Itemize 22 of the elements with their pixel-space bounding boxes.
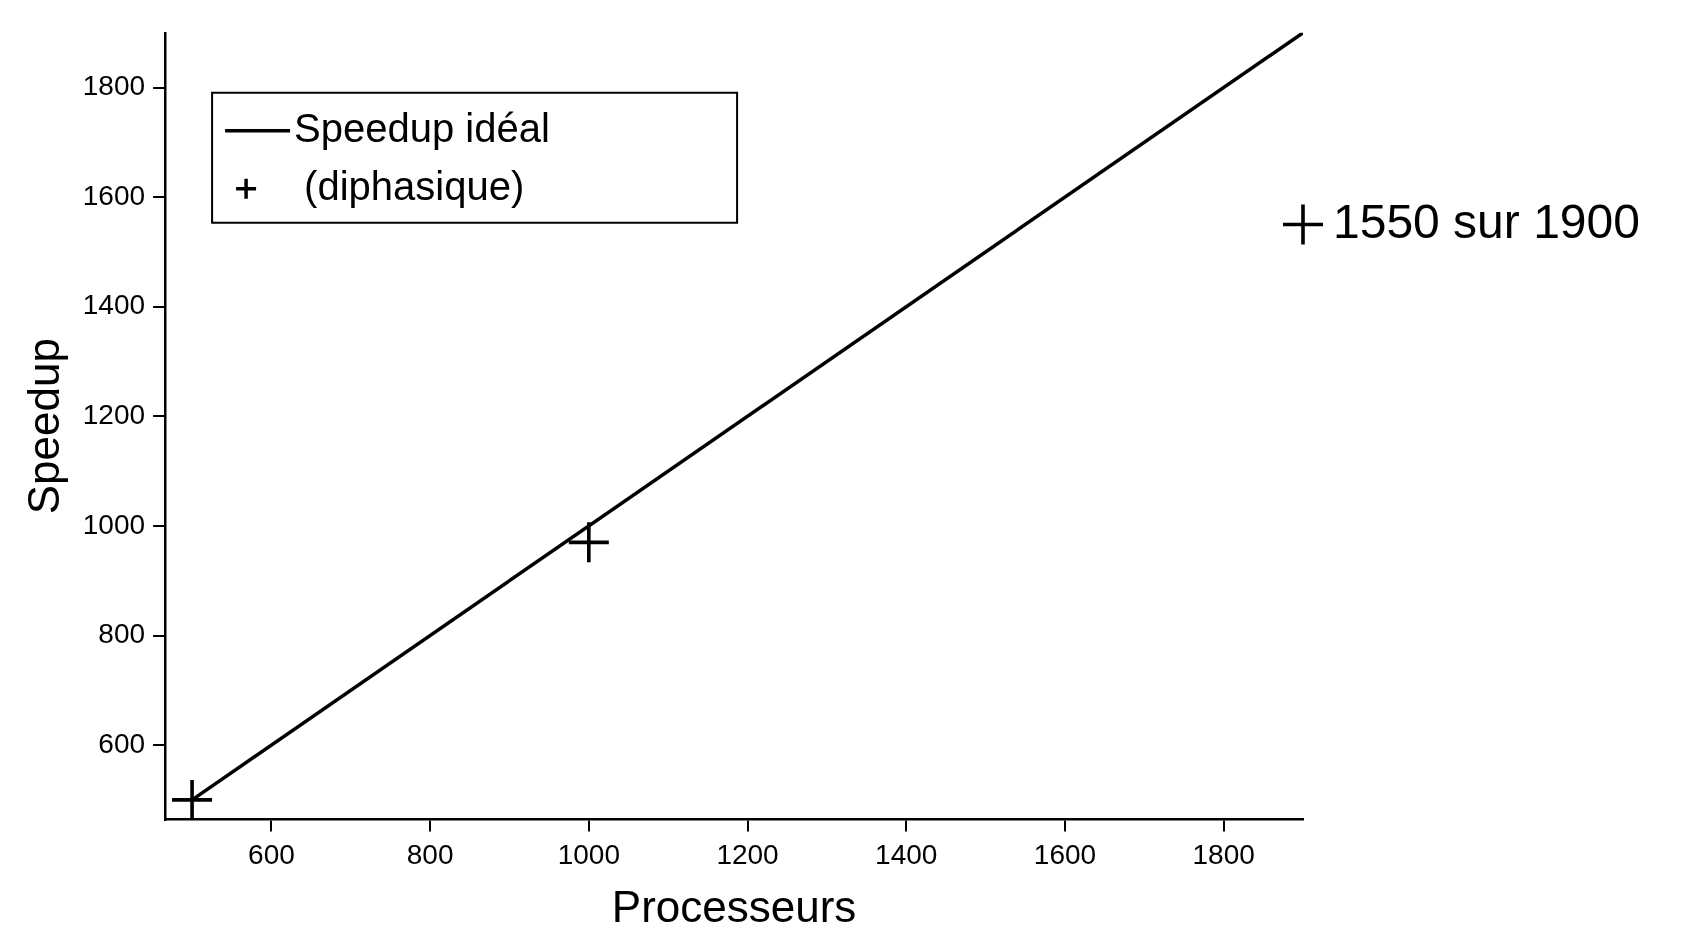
y-tick-label: 800 (98, 618, 146, 650)
x-tick-label: 600 (248, 839, 295, 871)
x-tick-label: 800 (406, 839, 454, 871)
x-tick-label: 1800 (1192, 839, 1255, 871)
y-axis-title: Speedup (18, 338, 68, 515)
point (1283, 204, 1323, 245)
y-tick-label: 1400 (82, 289, 146, 321)
y-tick-label: 1000 (82, 508, 146, 540)
point (172, 779, 213, 820)
x-tick-label: 1000 (557, 839, 620, 871)
x-tick-label: 1600 (1033, 839, 1097, 871)
y-tick-label: 1800 (82, 70, 146, 102)
x-tick-label: 1400 (875, 839, 938, 871)
legend-label: Speedup idéal (294, 105, 550, 150)
x-tick-label: 1200 (716, 839, 779, 871)
y-tick-label: 1200 (82, 399, 146, 431)
point (568, 522, 609, 563)
y-tick-label: 1600 (82, 179, 146, 211)
legend-label: (diphasique) (304, 163, 525, 208)
y-tick-label: 600 (98, 727, 146, 759)
x-axis-title: Processeurs (611, 881, 857, 931)
annotation: 1550 sur 1900 (1333, 194, 1640, 248)
